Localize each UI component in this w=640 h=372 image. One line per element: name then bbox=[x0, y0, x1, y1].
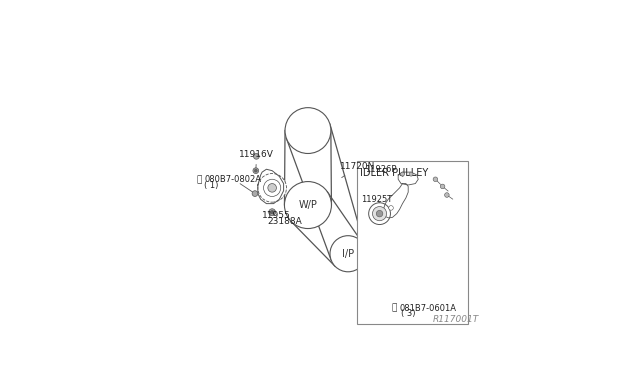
Circle shape bbox=[445, 193, 449, 197]
Text: 081B7-0601A: 081B7-0601A bbox=[399, 304, 456, 312]
Circle shape bbox=[254, 169, 257, 172]
Circle shape bbox=[372, 206, 387, 221]
Text: R117001T: R117001T bbox=[433, 315, 479, 324]
Circle shape bbox=[264, 179, 281, 196]
Circle shape bbox=[376, 211, 383, 217]
Text: 080B7-0802A: 080B7-0802A bbox=[204, 175, 261, 185]
Text: ( 1): ( 1) bbox=[204, 181, 219, 190]
Text: ( 3): ( 3) bbox=[401, 310, 415, 318]
Text: I/P: I/P bbox=[342, 249, 354, 259]
Circle shape bbox=[268, 183, 276, 192]
Circle shape bbox=[388, 206, 394, 210]
Text: 11916V: 11916V bbox=[239, 150, 274, 168]
Text: 23188A: 23188A bbox=[268, 211, 303, 226]
Circle shape bbox=[253, 168, 259, 173]
Circle shape bbox=[284, 182, 332, 228]
Text: IDLER PULLEY: IDLER PULLEY bbox=[360, 168, 428, 178]
Circle shape bbox=[252, 191, 258, 196]
Circle shape bbox=[258, 173, 287, 202]
Text: 11926P: 11926P bbox=[365, 165, 403, 176]
Text: W/P: W/P bbox=[298, 200, 317, 210]
Circle shape bbox=[269, 209, 276, 216]
Circle shape bbox=[330, 236, 366, 272]
Circle shape bbox=[253, 154, 259, 159]
Text: Ⓑ: Ⓑ bbox=[197, 175, 202, 185]
Text: 11955: 11955 bbox=[262, 211, 291, 220]
Bar bbox=[356, 161, 468, 324]
Circle shape bbox=[271, 211, 274, 214]
Circle shape bbox=[409, 172, 413, 176]
Circle shape bbox=[369, 203, 390, 225]
Text: 11925T: 11925T bbox=[361, 195, 392, 204]
Circle shape bbox=[401, 172, 404, 176]
Circle shape bbox=[433, 177, 438, 182]
Text: Ⓑ: Ⓑ bbox=[391, 304, 397, 312]
Circle shape bbox=[440, 184, 445, 189]
Text: 11720N: 11720N bbox=[339, 162, 375, 178]
Circle shape bbox=[285, 108, 331, 154]
